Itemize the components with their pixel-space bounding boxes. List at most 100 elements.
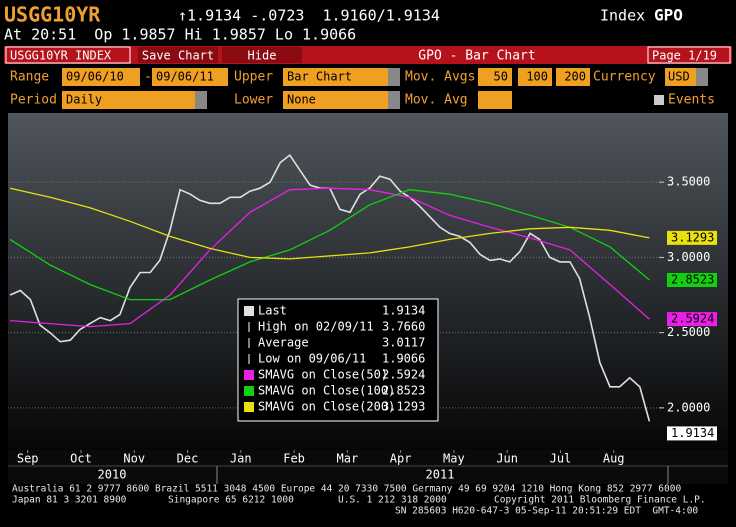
toolbar-title: GPO - Bar Chart [418,49,535,64]
x-tick-label: Jan [230,452,252,466]
footer: SN 285603 H620-647-3 05-Sep-11 20:51:29 … [395,506,698,517]
last-value-label: 2.8523 [671,272,714,286]
footer: Japan 81 3 3201 8900 [12,495,127,506]
series-line [9,187,650,260]
toolbar [4,46,732,64]
year-label: 2010 [98,468,127,482]
input[interactable] [62,68,140,86]
period-label: Period [10,93,57,108]
legend-swatch [244,386,254,396]
legend-value: 1.9134 [382,304,425,318]
last-value-label: 1.9134 [671,426,714,440]
save-label[interactable]: Save Chart [142,49,214,63]
dropdown-arrow[interactable] [195,91,207,109]
x-tick-label: Feb [283,452,305,466]
dropdown[interactable] [283,68,388,86]
dropdown-arrow[interactable] [388,91,400,109]
quote-line: At 20:51 Op 1.9857 Hi 1.9857 Lo 1.9066 [4,26,356,44]
legend-value: 3.7660 [382,320,425,334]
x-tick-label: Jun [496,452,518,466]
end-date[interactable]: 09/06/11 [156,70,214,84]
mov-avg-2[interactable]: 100 [526,70,548,84]
legend-value: 1.9066 [382,352,425,366]
input[interactable] [518,68,552,86]
x-tick-label: Dec [177,452,199,466]
dropdown-arrow[interactable] [696,68,708,86]
start-date[interactable]: 09/06/10 [66,70,124,84]
period[interactable]: Daily [66,93,102,107]
security-box [5,46,131,64]
hide-label[interactable]: Hide [248,49,277,63]
legend-label: High on 02/09/11 [258,320,374,334]
function: GPO [654,6,683,25]
last-value-tag [667,312,717,327]
input[interactable] [478,68,512,86]
footer: Singapore 65 6212 1000 [168,495,294,506]
currency-label: Currency [593,70,656,85]
legend-swatch [244,402,254,412]
legend-swatch [244,306,254,316]
legend-label: Average [258,336,309,350]
x-tick-label: Oct [70,452,92,466]
input[interactable] [556,68,590,86]
year-label: 2011 [426,468,455,482]
x-tick-label: Aug [603,452,625,466]
series-line [9,189,650,301]
legend-label: Last [258,304,287,318]
mov-avgs-label: Mov. Avgs [405,70,475,85]
x-tick-label: Apr [390,452,412,466]
y-tick-label: 2.5000 [667,325,710,339]
footer: Copyright 2011 Bloomberg Finance L.P. [494,495,706,506]
dropdown[interactable] [62,91,195,109]
axis-band [8,450,728,484]
dropdown-arrow[interactable] [388,68,400,86]
footer: Australia 61 2 9777 8600 Brazil 5511 304… [12,484,681,495]
checkbox[interactable] [654,95,664,105]
legend-value: 3.1293 [382,400,425,414]
input[interactable] [478,91,512,109]
currency[interactable]: USD [668,70,690,84]
series-line [10,187,650,328]
index-label: Index [600,7,645,25]
mov-avg-3[interactable]: 200 [564,70,586,84]
security: USGG10YR INDEX [10,49,112,63]
page-box [647,46,731,64]
legend-value: 3.0117 [382,336,425,350]
x-tick-label: Jul [550,452,572,466]
y-tick-label: 2.0000 [667,400,710,414]
hide-button[interactable] [222,47,302,63]
dropdown[interactable] [665,68,696,86]
upper-value[interactable]: Bar Chart [287,70,352,84]
ticker: USGG10YR [4,3,101,27]
dash: - [144,70,152,85]
dropdown[interactable] [283,91,388,109]
y-tick-label: 3.0000 [667,250,710,264]
events-label[interactable]: Events [668,93,715,108]
mov-avg-label: Mov. Avg [405,93,468,108]
page-number: Page 1/19 [652,49,717,63]
y-tick-label: 3.5000 [667,175,710,189]
footer: U.S. 1 212 318 2000 [338,495,447,506]
mov-avg-1[interactable]: 50 [494,70,508,84]
save-button[interactable] [138,47,218,63]
legend-label: SMAVG on Close(50) [258,368,388,382]
x-tick-label: Mar [337,452,359,466]
x-tick-label: May [443,452,465,466]
last-value-label: 3.1293 [671,230,714,244]
lower-value[interactable]: None [287,93,316,107]
upper-label: Upper [234,70,273,85]
last-value-tag [667,272,717,287]
legend-swatch [244,370,254,380]
input[interactable] [152,68,228,86]
last-value-tag [667,230,717,245]
lower-label: Lower [234,93,273,108]
legend-box [237,298,439,422]
plot: 2.0000 2.5000 3.0000 3.5000 Sep Oct Nov Dec Jan F… [8,153,717,482]
last-value-tag [667,426,717,441]
last-value-label: 2.5924 [671,312,714,326]
legend-label: SMAVG on Close(200) [258,400,395,414]
legend-value: 2.5924 [382,368,425,382]
x-tick-label: Sep [17,452,39,466]
